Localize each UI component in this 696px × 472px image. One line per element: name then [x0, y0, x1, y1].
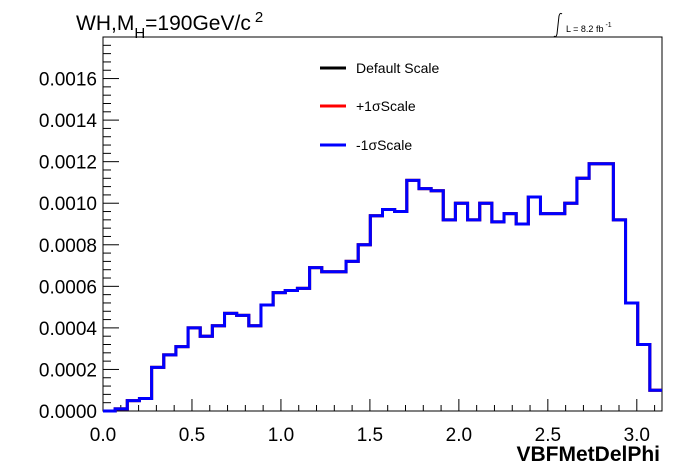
y-tick-label: 0.0008: [39, 236, 97, 257]
x-tick-label: 0.5: [179, 425, 205, 446]
y-tick-label: 0.0010: [39, 194, 97, 215]
plot-frame: [102, 36, 663, 412]
title-main: WH,M: [76, 12, 134, 35]
x-tick-label: 3.0: [624, 425, 650, 446]
legend-label-minus1sigma: -1σScale: [356, 137, 412, 153]
luminosity-label: L = 8.2 fb -1: [553, 12, 612, 38]
lumi-text: L = 8.2 fb: [566, 24, 603, 34]
title-superscript: 2: [255, 9, 263, 26]
x-axis-title: VBFMetDelPhi: [516, 443, 660, 466]
x-tick-label: 2.0: [446, 425, 472, 446]
chart-title: WH,MH=190GeV/c 2: [76, 9, 263, 42]
legend-label-plus1sigma: +1σScale: [356, 98, 416, 114]
legend-label-default: Default Scale: [356, 60, 439, 76]
series-minus1sigma-scale: [103, 162, 662, 413]
svg-text:L = 8.2 fb-1: L = 8.2 fb -1: [566, 22, 612, 34]
y-tick-label: 0.0006: [39, 277, 97, 298]
x-axis: 0.0 0.5 1.0 1.5 2.0 2.5 3.0: [90, 399, 656, 446]
x-tick-label: 1.0: [268, 425, 294, 446]
legend: Default Scale +1σScale -1σScale: [320, 60, 439, 153]
series-layer: [103, 162, 662, 413]
x-tick-label: 0.0: [90, 425, 116, 446]
y-tick-label: 0.0000: [39, 402, 97, 423]
integral-sign: [553, 12, 563, 38]
y-tick-label: 0.0016: [39, 70, 97, 91]
y-tick-label: 0.0004: [39, 319, 98, 340]
y-axis: 0.0000 0.0002 0.0004 0.0006 0.0008 0.0010 0.00…: [39, 36, 119, 423]
title-rest: =190GeV/c: [145, 12, 251, 35]
lumi-superscript: -1: [605, 22, 611, 29]
title-subscript: H: [134, 25, 145, 42]
x-tick-label: 2.5: [535, 425, 561, 446]
x-tick-label: 1.5: [357, 425, 383, 446]
y-tick-label: 0.0002: [39, 360, 97, 381]
y-tick-label: 0.0014: [39, 111, 98, 132]
y-tick-label: 0.0012: [39, 153, 97, 174]
